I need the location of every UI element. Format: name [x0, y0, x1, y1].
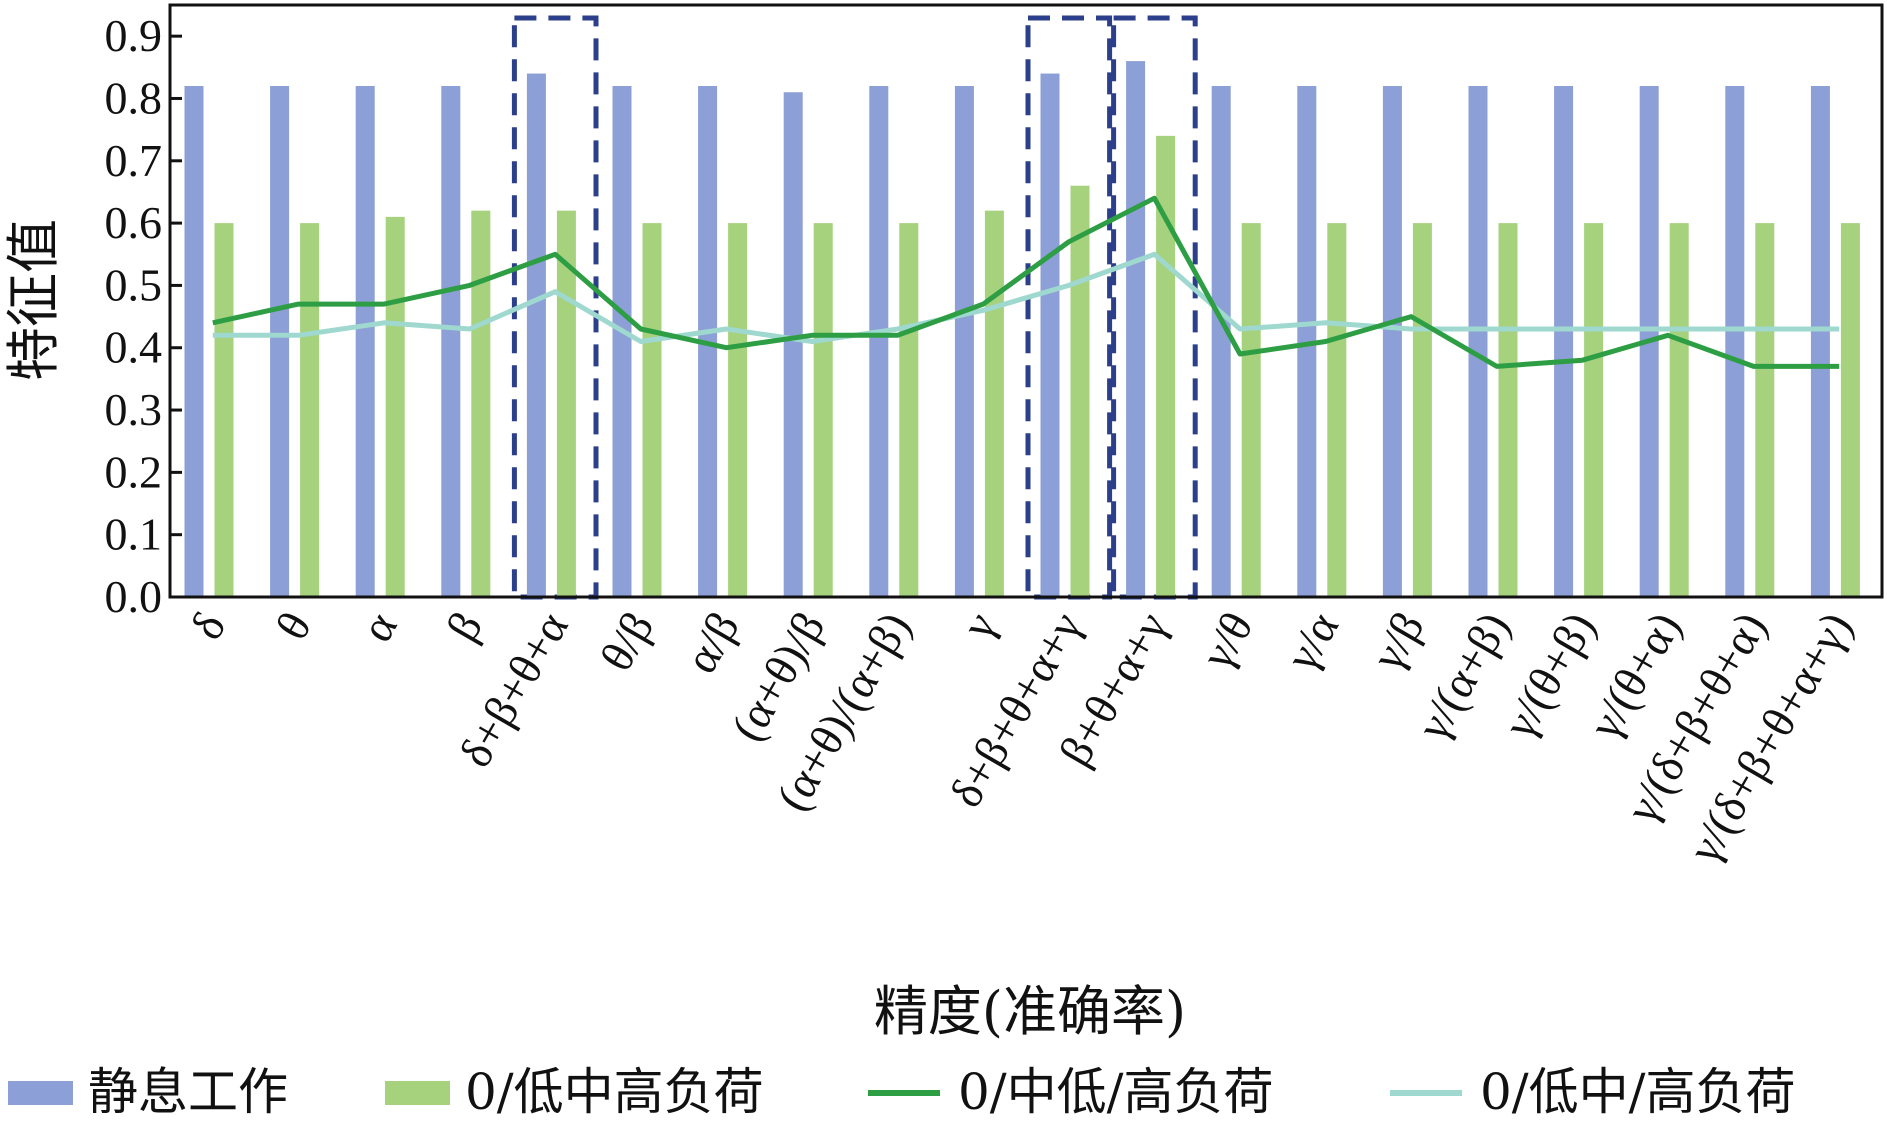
bar-s0-2 [355, 86, 375, 597]
bar-s0-7 [783, 92, 803, 598]
bar-s0-19 [1810, 86, 1830, 597]
x-tick-label-5: θ/β [590, 604, 663, 680]
x-tick-label-14: γ/β [1361, 604, 1434, 679]
legend-swatch-1 [385, 1081, 450, 1105]
y-tick-label-4: 0.4 [105, 322, 163, 373]
bar-s0-14 [1382, 86, 1402, 597]
x-tick-label-3: β [436, 604, 492, 650]
x-tick-label-1: θ [266, 604, 321, 649]
line-series-0 [212, 195, 1840, 369]
bar-s1-10 [1070, 185, 1090, 597]
legend: 静息工作 0/低中高负荷 0/中低/高负荷 0/低中/高负荷 [8, 1063, 1796, 1121]
bar-s0-5 [612, 86, 632, 597]
bar-s1-7 [813, 223, 833, 597]
legend-label-0: 静息工作 [88, 1063, 288, 1121]
bar-s1-2 [385, 216, 405, 597]
y-tick-label-6: 0.6 [105, 197, 163, 248]
bar-s1-18 [1755, 223, 1775, 597]
x-tick-label-2: α [350, 604, 406, 650]
bar-s0-10 [1040, 73, 1060, 598]
bars-group [184, 61, 1860, 598]
bar-s0-0 [184, 86, 204, 597]
bar-s1-3 [471, 210, 491, 598]
y-tick-label-7: 0.7 [105, 135, 163, 186]
y-tick-label-9: 0.9 [105, 10, 163, 61]
bar-s1-11 [1156, 135, 1176, 597]
bar-s1-16 [1584, 223, 1604, 597]
x-tick-label-13: γ/α [1275, 604, 1348, 680]
bar-s0-16 [1554, 86, 1574, 597]
legend-swatch-0 [8, 1081, 73, 1105]
bar-s1-6 [728, 223, 748, 597]
bar-s1-5 [642, 223, 662, 597]
plot-frame [168, 3, 1884, 599]
bar-s1-8 [899, 223, 919, 597]
bar-s0-4 [526, 73, 546, 598]
y-tick-label-3: 0.3 [105, 384, 163, 435]
x-tick-label-6: α/β [675, 604, 749, 682]
y-tick-label-1: 0.1 [105, 509, 163, 560]
legend-label-1: 0/低中高负荷 [465, 1063, 764, 1121]
bar-s0-8 [869, 86, 889, 597]
highlight-box-1 [1025, 15, 1113, 600]
lines-group [212, 195, 1840, 369]
line-series-1 [212, 251, 1840, 344]
y-tick-label-5: 0.5 [105, 259, 163, 310]
legend-label-3: 0/低中/高负荷 [1480, 1063, 1796, 1121]
x-axis: δ θ α βδ+β+θ+α θ/β α/β(α+θ)/β(α+θ)/(α+β) γδ+β+… [180, 604, 1861, 872]
x-axis-title: 精度(准确率) [874, 980, 1186, 1043]
bar-s0-11 [1126, 61, 1146, 597]
bar-s1-12 [1241, 223, 1261, 597]
y-axis-title: 特征值 [2, 219, 65, 381]
bar-s1-1 [300, 223, 320, 597]
y-axis: 0.0 0.1 0.2 0.3 0.4 0.5 0.6 0.7 0.8 0.9 [105, 10, 182, 622]
highlight-box-2 [1111, 15, 1198, 600]
bar-s0-1 [270, 86, 290, 597]
y-tick-label-2: 0.2 [105, 446, 163, 497]
x-tick-label-9: γ [951, 604, 1006, 648]
bar-s1-9 [984, 210, 1004, 598]
bar-s1-19 [1840, 223, 1860, 597]
x-tick-label-12: γ/θ [1190, 604, 1262, 678]
legend-label-2: 0/中低/高负荷 [958, 1063, 1274, 1121]
bar-s1-0 [214, 223, 234, 597]
bar-s0-12 [1211, 86, 1231, 597]
bar-s1-4 [556, 210, 576, 598]
plot-border [168, 3, 1884, 599]
bar-s0-3 [441, 86, 461, 597]
bar-s1-15 [1498, 223, 1518, 597]
bar-s0-15 [1468, 86, 1488, 597]
y-tick-label-8: 0.8 [105, 72, 163, 123]
bar-s0-13 [1297, 86, 1317, 597]
bar-s1-17 [1669, 223, 1689, 597]
bar-s1-14 [1412, 223, 1432, 597]
x-tick-label-10: δ+β+θ+α+γ [940, 604, 1092, 816]
x-tick-label-0: δ [180, 604, 235, 648]
bar-s0-9 [954, 86, 974, 597]
y-tick-label-0: 0.0 [105, 571, 163, 622]
bar-s1-13 [1327, 223, 1347, 597]
bar-s0-18 [1725, 86, 1745, 597]
